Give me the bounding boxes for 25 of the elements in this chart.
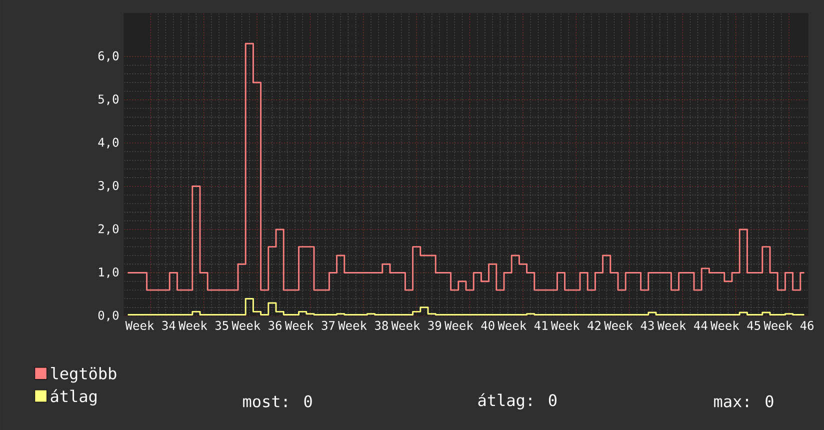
y-tick-label: 2,0 (98, 224, 119, 235)
x-tick-label: Week 46 (764, 320, 814, 330)
x-tick-label: Week 44 (657, 320, 708, 330)
x-tick-label: Week 37 (284, 320, 335, 330)
legend-label: legtöbb (51, 367, 116, 383)
x-tick-label: Week 45 (710, 320, 760, 330)
text: max: 0 (714, 395, 774, 408)
x-tick-label: Week 35 (178, 320, 228, 330)
y-tick-label: 4,0 (98, 138, 119, 148)
x-tick-label: Week 41 (498, 320, 548, 330)
y-tick-label: 3,0 (98, 180, 119, 192)
text: most: 0 (243, 395, 312, 408)
x-tick-label: Week 39 (391, 320, 442, 330)
y-tick-label: 1,0 (99, 267, 119, 278)
y-tick-label: 0,0 (98, 310, 119, 322)
x-tick-label: Week 40 (444, 320, 494, 330)
x-tick-label: Week 34 (125, 320, 176, 330)
y-tick-label: 6,0 (98, 51, 119, 62)
text: átlag: 0 (478, 393, 556, 410)
x-tick-label: Week 42 (550, 320, 600, 330)
x-tick-label: Week 38 (338, 320, 388, 330)
y-tick-label: 5,0 (98, 94, 119, 106)
legend-label: átlag (50, 389, 96, 406)
x-tick-label: Week 43 (604, 320, 654, 330)
x-tick-label: Week 36 (232, 320, 282, 330)
